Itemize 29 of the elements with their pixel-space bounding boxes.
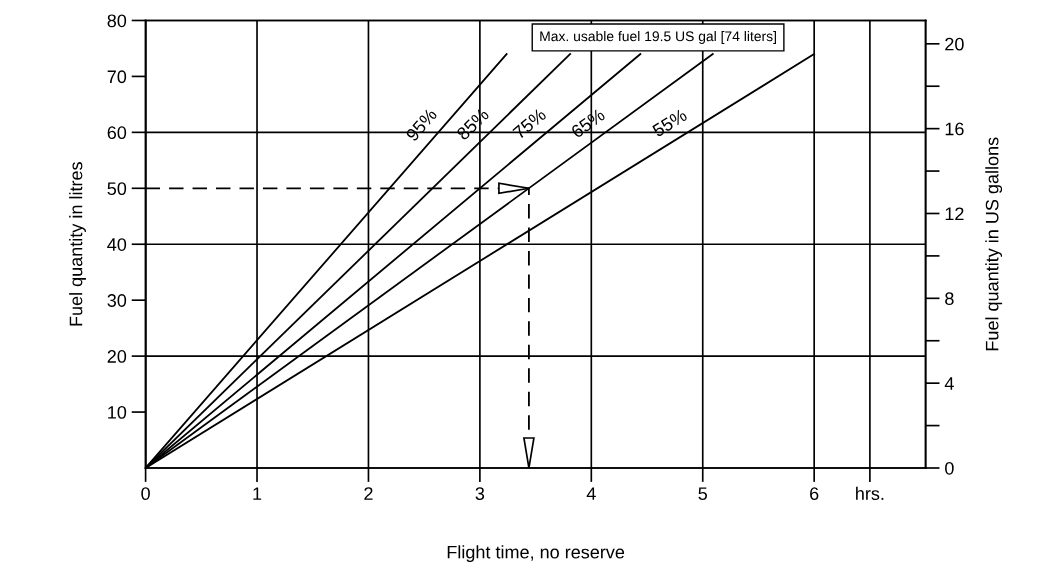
x-tick-label: 2 (364, 487, 373, 500)
x-tick-label: 1 (253, 487, 262, 500)
y-tick-label: 70 (107, 70, 127, 84)
annotation: Max. usable fuel 19.5 US gal [74 liters] (540, 31, 776, 44)
x-tick-label: 4 (586, 487, 596, 500)
y-tick-label: 30 (107, 294, 127, 307)
y2-tick-label: 12 (945, 207, 964, 221)
x-tick-label: 5 (698, 487, 708, 501)
y-tick-label: 20 (107, 350, 127, 363)
x-tick-label: 6 (810, 487, 819, 501)
y-tick-label: 60 (107, 126, 127, 140)
y2-tick-label: 0 (945, 461, 954, 475)
y-tick-label: 40 (107, 238, 127, 251)
y2-tick-label: 20 (945, 37, 964, 51)
y2-axis-title: Fuel quantity in US gallons (985, 137, 1003, 351)
text: 55% (651, 108, 688, 138)
y2-tick-label: 16 (945, 122, 964, 136)
y2-tick-label: 8 (945, 292, 954, 306)
x-axis-title: Flight time, no reserve (447, 545, 625, 563)
x-tick-label: hrs. (856, 486, 884, 501)
y-tick-label: 50 (107, 182, 127, 196)
y-tick-label: 80 (107, 14, 127, 28)
y-tick-label: 10 (108, 405, 127, 419)
x-tick-label: 3 (475, 487, 485, 501)
x-tick-label: 0 (141, 487, 150, 501)
text: 75% (512, 107, 547, 140)
text: 65% (570, 107, 606, 139)
y2-tick-label: 4 (944, 377, 954, 390)
y-axis-title: Fuel quantity in litres (69, 162, 86, 326)
